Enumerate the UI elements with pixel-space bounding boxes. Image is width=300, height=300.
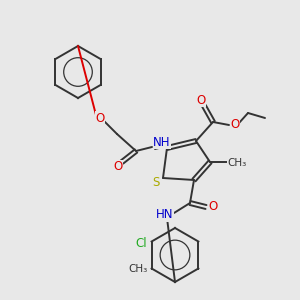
Text: O: O <box>230 118 240 131</box>
Text: HN: HN <box>156 208 174 221</box>
Text: O: O <box>95 112 105 124</box>
Text: CH₃: CH₃ <box>227 158 247 168</box>
Text: O: O <box>208 200 217 214</box>
Text: CH₃: CH₃ <box>128 265 147 275</box>
Text: O: O <box>196 94 206 106</box>
Text: NH: NH <box>153 136 171 148</box>
Text: O: O <box>113 160 123 173</box>
Text: S: S <box>152 176 160 188</box>
Text: Cl: Cl <box>136 237 147 250</box>
